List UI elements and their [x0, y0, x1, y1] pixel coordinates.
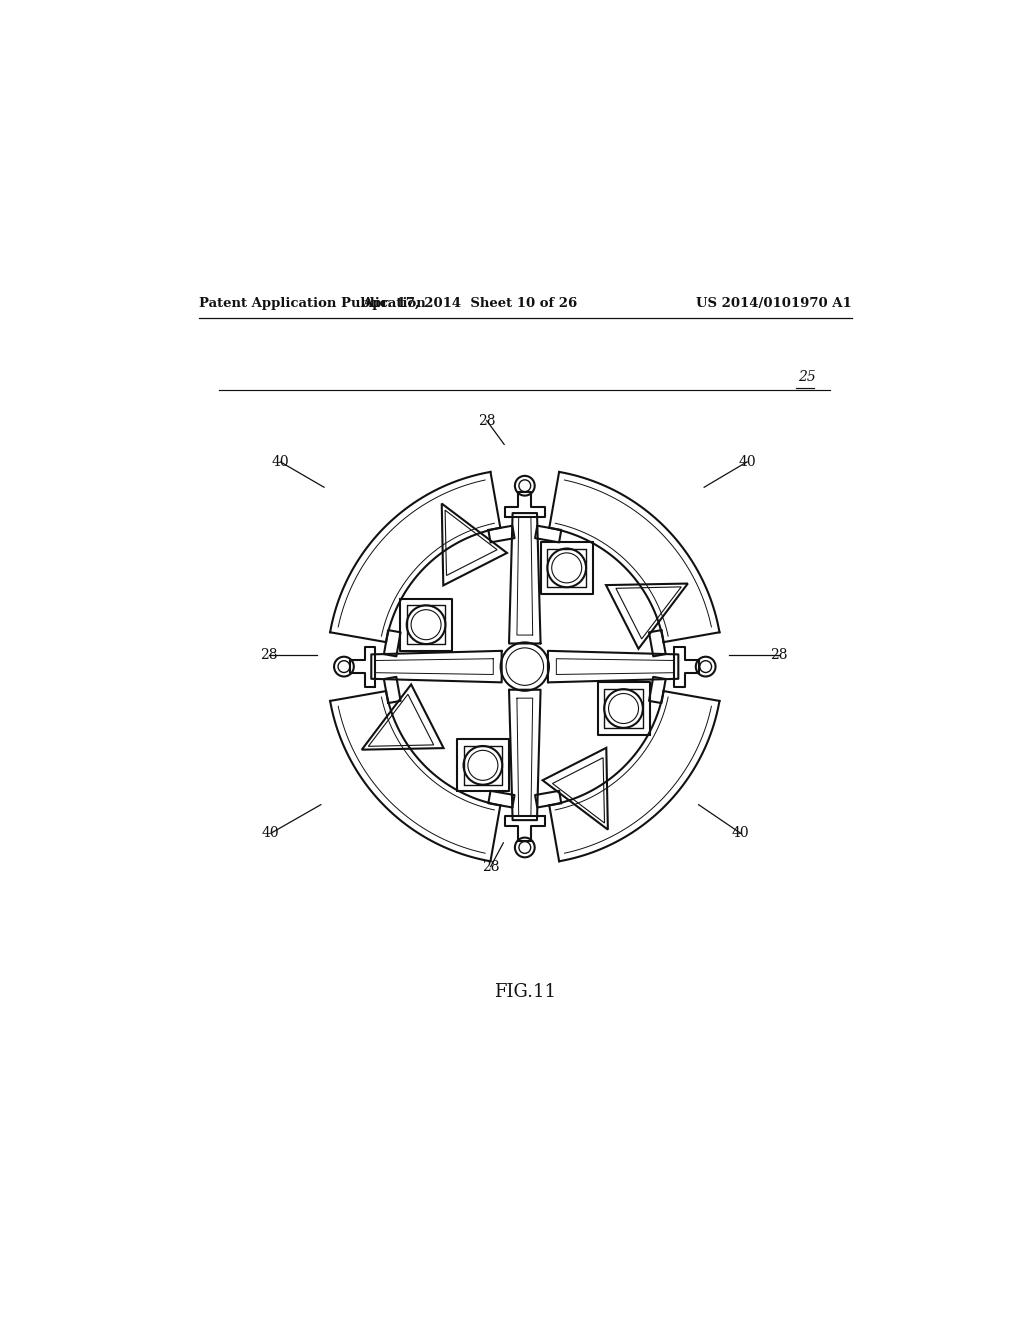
- Text: FIG.11: FIG.11: [494, 983, 556, 1001]
- Text: 40: 40: [738, 455, 756, 469]
- Text: 28: 28: [478, 413, 496, 428]
- Text: Apr. 17, 2014  Sheet 10 of 26: Apr. 17, 2014 Sheet 10 of 26: [361, 297, 577, 310]
- Text: 28: 28: [482, 859, 500, 874]
- Text: 28: 28: [770, 648, 787, 661]
- Text: 25: 25: [798, 370, 815, 384]
- Text: 40: 40: [732, 826, 750, 841]
- Text: 40: 40: [271, 455, 289, 469]
- Text: Patent Application Publication: Patent Application Publication: [200, 297, 426, 310]
- Text: 28: 28: [260, 648, 278, 661]
- Text: US 2014/0101970 A1: US 2014/0101970 A1: [696, 297, 852, 310]
- Text: 40: 40: [262, 826, 280, 841]
